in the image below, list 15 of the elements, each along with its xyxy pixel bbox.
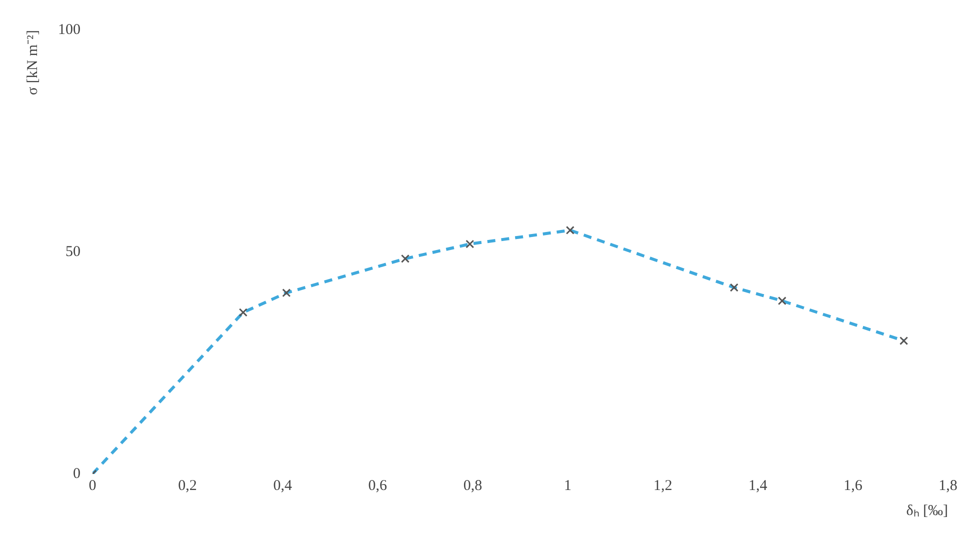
x-tick-label: 0 bbox=[88, 478, 96, 494]
y-axis-title: σ [kN m⁻²] bbox=[24, 30, 41, 96]
x-tick-label: 0,8 bbox=[463, 478, 482, 494]
x-tick-label: 1 bbox=[564, 478, 572, 494]
x-tick-label: 1,2 bbox=[653, 478, 672, 494]
y-tick-label: 100 bbox=[58, 22, 80, 38]
x-tick-label: 1,4 bbox=[748, 478, 768, 494]
y-tick-label: 50 bbox=[66, 244, 80, 260]
x-tick-label: 0,2 bbox=[178, 478, 197, 494]
y-tick-label: 0 bbox=[73, 466, 80, 482]
x-tick-label: 1,6 bbox=[844, 478, 863, 494]
x-tick-label: 1,8 bbox=[938, 478, 958, 494]
x-tick-label: 0,6 bbox=[368, 478, 388, 494]
x-axis-title: δₕ [‰] bbox=[906, 502, 948, 519]
x-tick-label: 0,4 bbox=[273, 478, 292, 494]
